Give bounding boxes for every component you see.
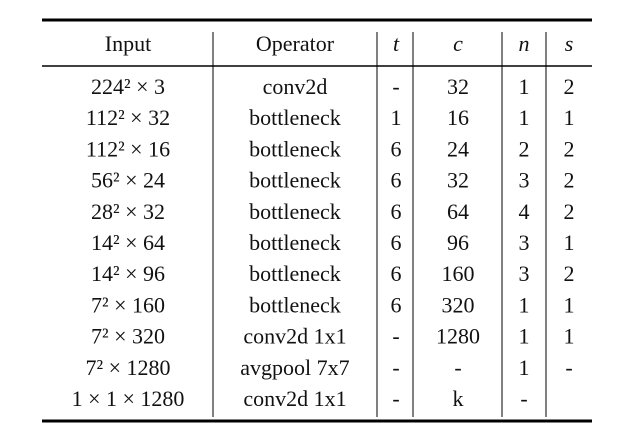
cell: 1 bbox=[519, 355, 530, 380]
cell: 28² × 32 bbox=[91, 199, 165, 224]
cell: 2 bbox=[564, 168, 575, 193]
cell: 2 bbox=[564, 136, 575, 161]
cell: conv2d 1x1 bbox=[243, 386, 346, 411]
header-cell: n bbox=[519, 31, 530, 56]
cell: 7² × 160 bbox=[91, 292, 165, 317]
cell: bottleneck bbox=[249, 261, 341, 286]
cell: 1 bbox=[519, 324, 530, 349]
cell: 3 bbox=[519, 261, 530, 286]
cell: - bbox=[454, 355, 461, 380]
cell: 32 bbox=[447, 168, 469, 193]
cell: 6 bbox=[391, 136, 402, 161]
header-cell: Input bbox=[105, 31, 151, 56]
column-dividers bbox=[212, 32, 547, 417]
cell: 112² × 32 bbox=[86, 105, 170, 130]
cell: 64 bbox=[447, 199, 469, 224]
cell: 14² × 64 bbox=[91, 230, 165, 255]
header-cell: s bbox=[565, 31, 574, 56]
cell: 112² × 16 bbox=[86, 136, 170, 161]
cell: 7² × 1280 bbox=[85, 355, 170, 380]
cell: 6 bbox=[391, 261, 402, 286]
header-cell: Operator bbox=[256, 31, 335, 56]
cell: - bbox=[520, 386, 527, 411]
cell: 3 bbox=[519, 168, 530, 193]
cell: 2 bbox=[564, 199, 575, 224]
cell: 24 bbox=[447, 136, 469, 161]
cell: - bbox=[392, 324, 399, 349]
cell: 1 × 1 × 1280 bbox=[72, 386, 185, 411]
cell: - bbox=[392, 74, 399, 99]
cell: 3 bbox=[519, 230, 530, 255]
cell: 56² × 24 bbox=[91, 168, 165, 193]
cell: bottleneck bbox=[249, 136, 341, 161]
cell: 16 bbox=[447, 105, 469, 130]
cell: 6 bbox=[391, 199, 402, 224]
cell: bottleneck bbox=[249, 199, 341, 224]
cell: 2 bbox=[564, 261, 575, 286]
cell: 1 bbox=[391, 105, 402, 130]
cell: bottleneck bbox=[249, 230, 341, 255]
cell: 7² × 320 bbox=[91, 324, 165, 349]
cell: bottleneck bbox=[249, 168, 341, 193]
cell: - bbox=[392, 386, 399, 411]
cell: 32 bbox=[447, 74, 469, 99]
cell: avgpool 7x7 bbox=[240, 355, 349, 380]
cell: 1 bbox=[564, 105, 575, 130]
cell: 320 bbox=[442, 292, 475, 317]
cell: bottleneck bbox=[249, 105, 341, 130]
cell: 6 bbox=[391, 230, 402, 255]
cell: 96 bbox=[447, 230, 469, 255]
cell: 160 bbox=[442, 261, 475, 286]
cell: 14² × 96 bbox=[91, 261, 165, 286]
cell: 6 bbox=[391, 292, 402, 317]
cell: 1 bbox=[564, 230, 575, 255]
cell: 6 bbox=[391, 168, 402, 193]
cell: 1 bbox=[519, 105, 530, 130]
cell: 1 bbox=[564, 292, 575, 317]
cell: bottleneck bbox=[249, 292, 341, 317]
cell: 1 bbox=[519, 292, 530, 317]
header-cell: c bbox=[453, 31, 463, 56]
cell: 224² × 3 bbox=[91, 74, 165, 99]
cell: k bbox=[453, 386, 464, 411]
cell: 2 bbox=[519, 136, 530, 161]
cell: - bbox=[565, 355, 572, 380]
cell: conv2d 1x1 bbox=[243, 324, 346, 349]
cell: 1 bbox=[519, 74, 530, 99]
header-cell: t bbox=[393, 31, 400, 56]
cell: 4 bbox=[519, 199, 530, 224]
cell: 2 bbox=[564, 74, 575, 99]
cell: 1280 bbox=[436, 324, 480, 349]
cell: 1 bbox=[564, 324, 575, 349]
cell: conv2d bbox=[263, 74, 328, 99]
cell: - bbox=[392, 355, 399, 380]
